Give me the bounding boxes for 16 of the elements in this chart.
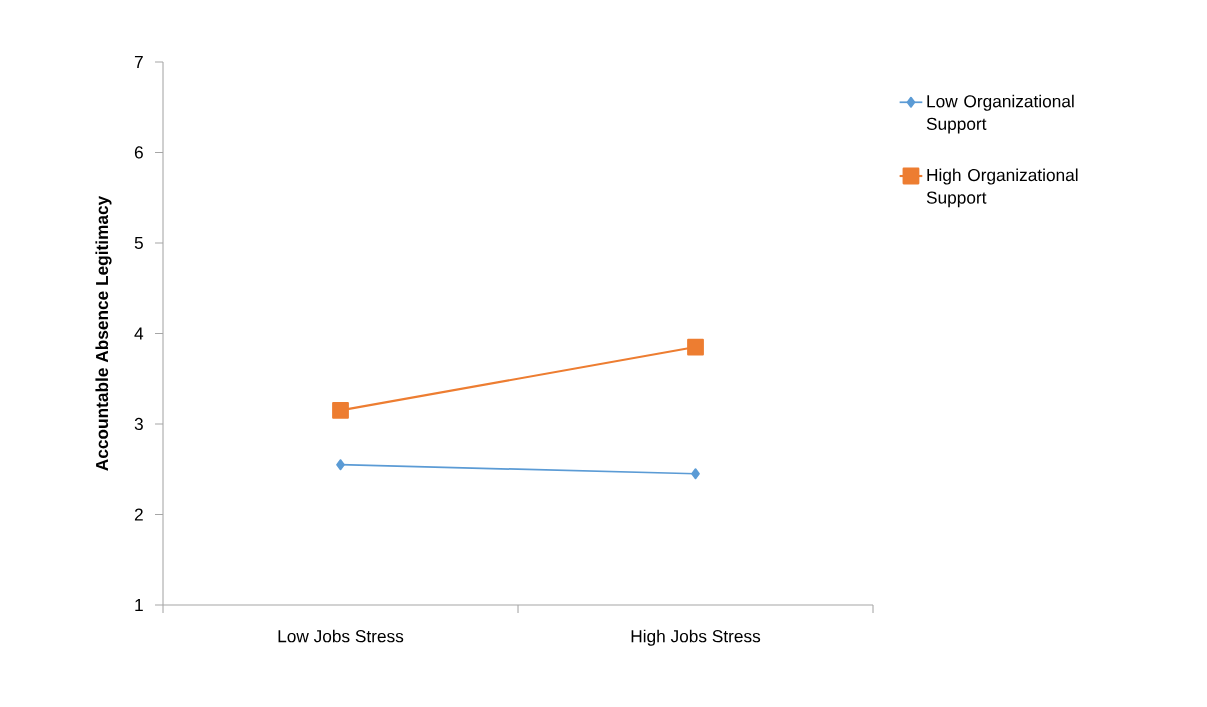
point (336, 459, 345, 471)
y-tick-label: 4 (134, 327, 144, 340)
x-tick-label: Low Jobs Stress (278, 629, 404, 643)
point (691, 468, 700, 480)
point (332, 402, 349, 419)
legend-label: High Organizational Support (926, 168, 1078, 208)
y-tick-label: 6 (134, 146, 143, 159)
y-tick-label: 1 (135, 599, 143, 611)
y-tick-label: 3 (134, 417, 143, 431)
point (687, 338, 704, 356)
y-tick-label: 2 (134, 508, 143, 521)
y-tick-label: 5 (134, 236, 143, 250)
x-tick-label: High Jobs Stress (631, 629, 761, 646)
y-axis-title: Accountable Absence Legitimacy (95, 195, 112, 471)
legend-label: Low Organizational Support (926, 94, 1074, 134)
y-tick-label: 7 (134, 56, 143, 68)
